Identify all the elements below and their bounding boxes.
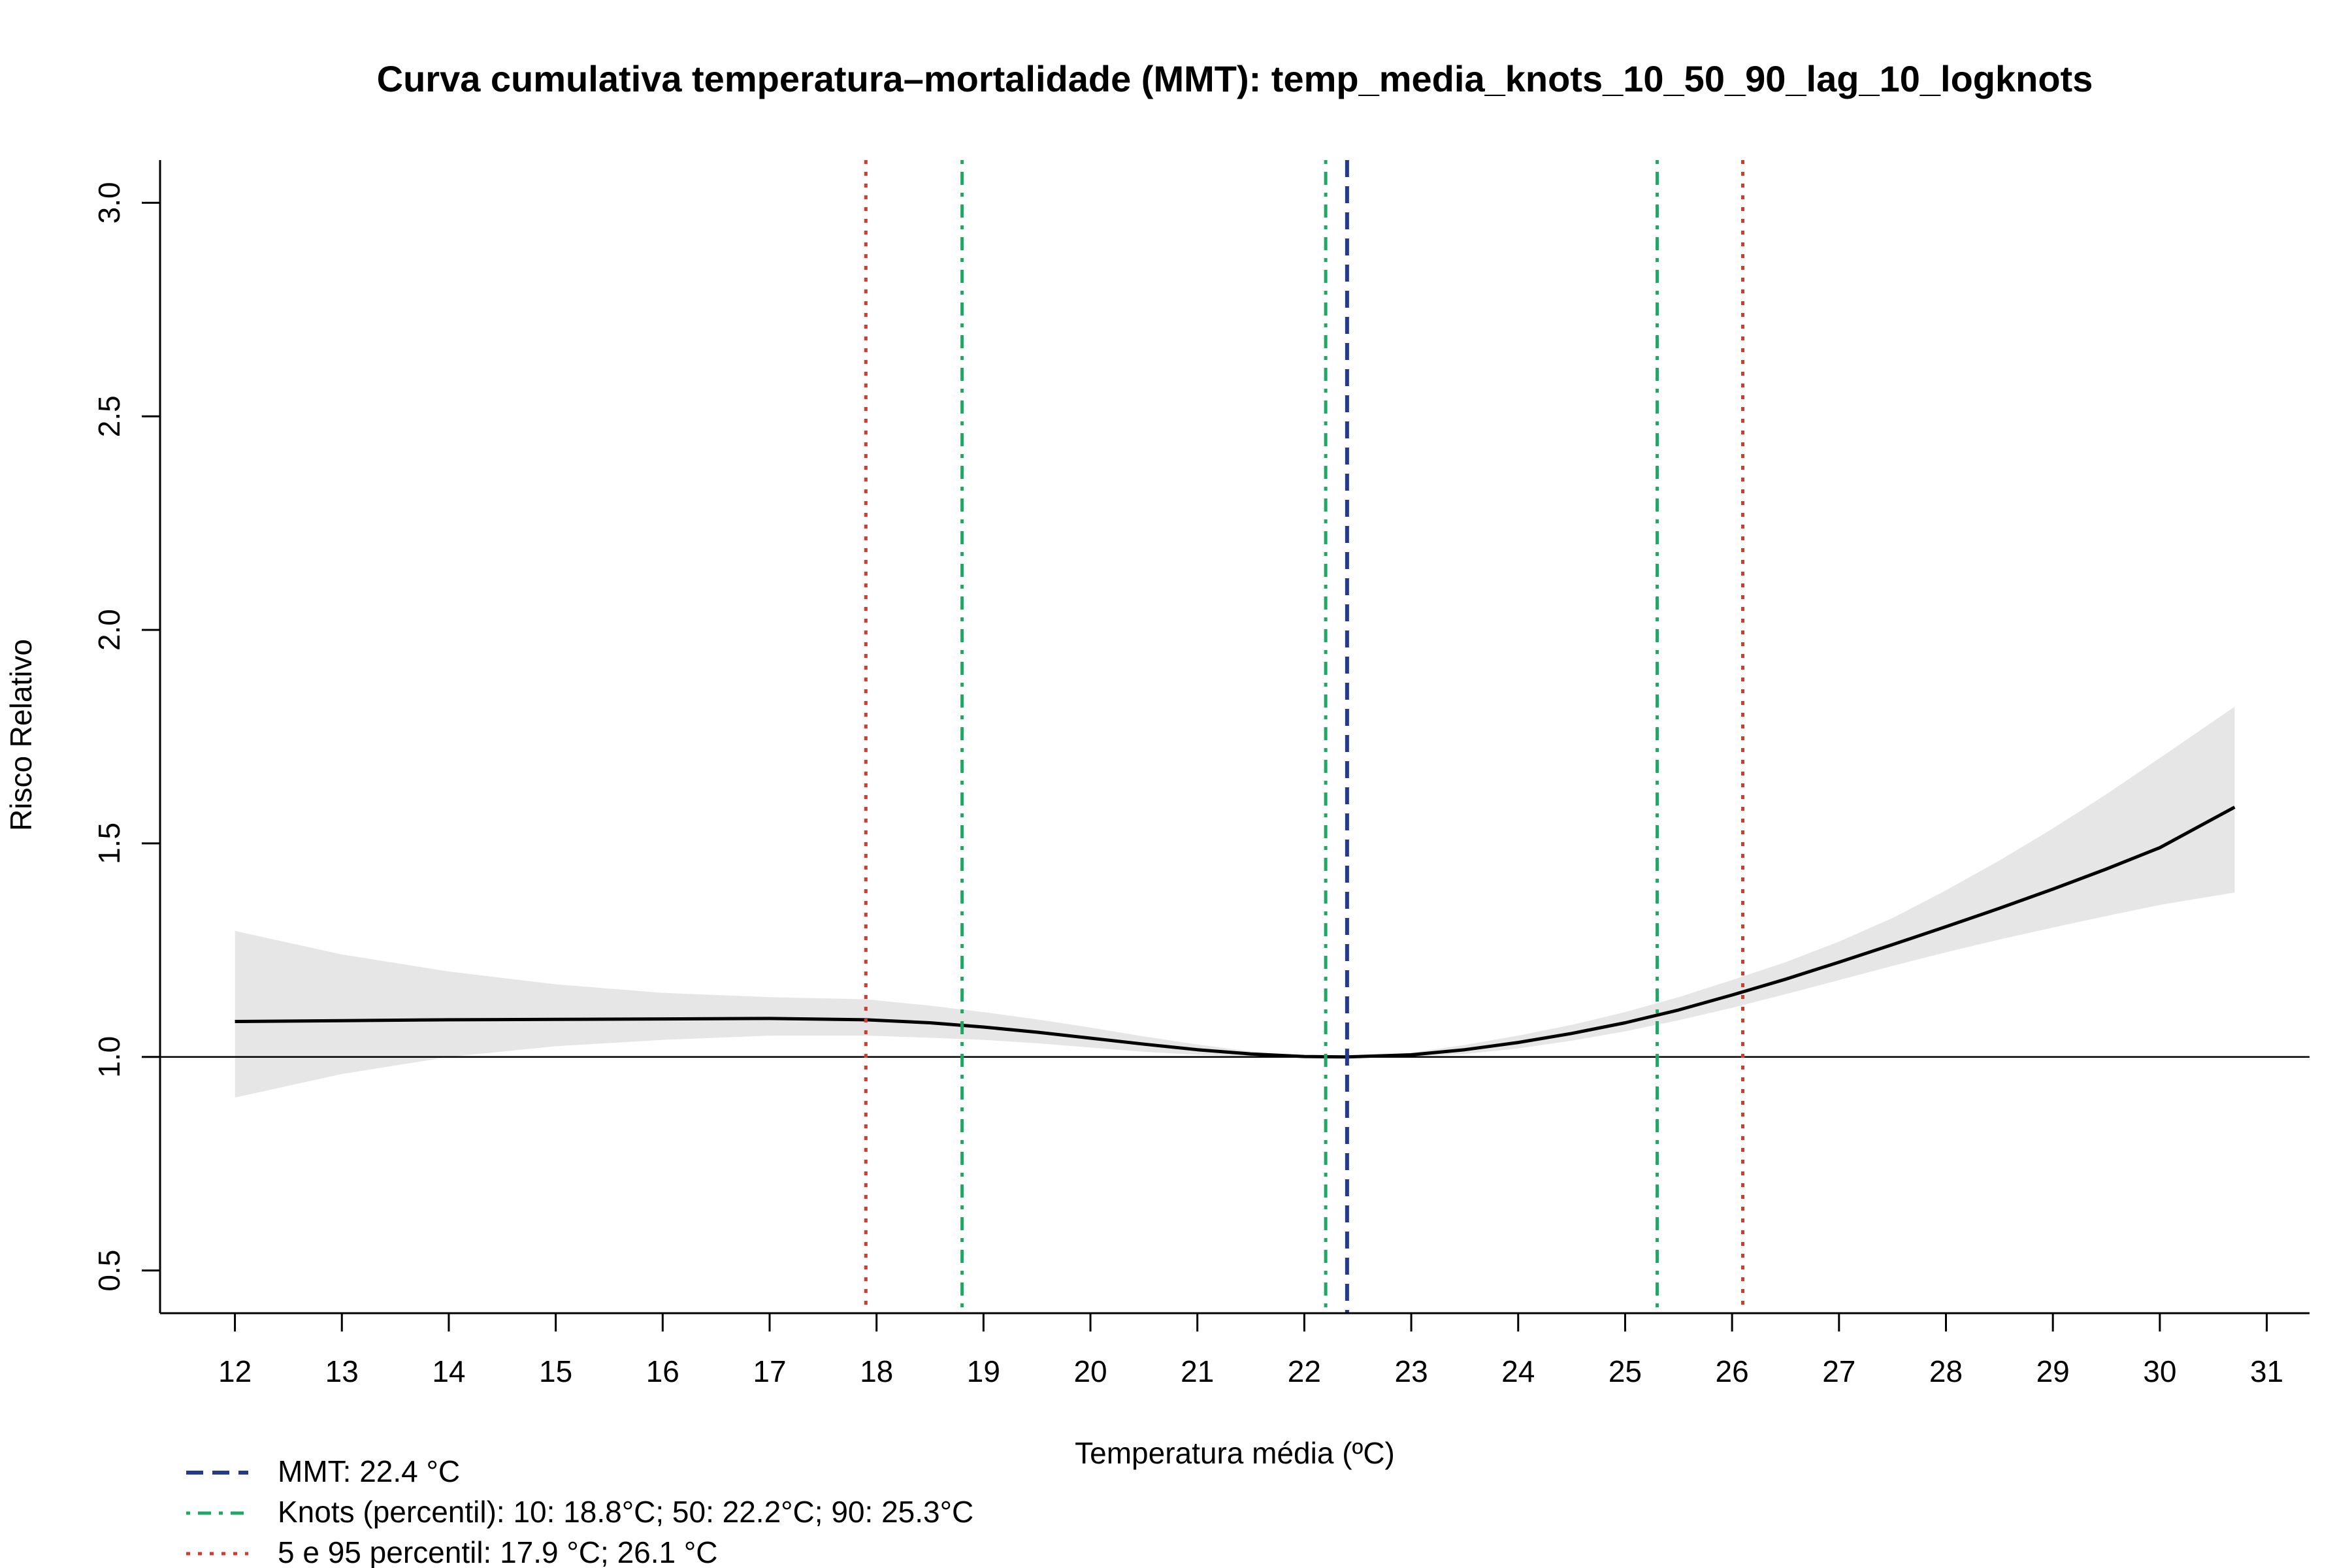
x-tick-label: 17 (753, 1354, 786, 1388)
x-tick-label: 12 (218, 1354, 252, 1388)
y-tick-label: 0.5 (92, 1250, 126, 1292)
x-tick-label: 13 (325, 1354, 359, 1388)
x-tick-label: 20 (1073, 1354, 1107, 1388)
x-tick-label: 24 (1501, 1354, 1535, 1388)
y-tick-label: 3.0 (92, 182, 126, 223)
plot-area (160, 160, 2310, 1313)
x-axis-label: Temperatura média (ºC) (1075, 1436, 1395, 1470)
axes: 12 13 14 15 16 17 18 19 20 21 22 23 24 25 26 27 28 29 30 31… (92, 160, 2310, 1388)
y-tick-label: 1.0 (92, 1036, 126, 1078)
y-axis-label: Risco Relativo (4, 639, 38, 831)
x-tick-label: 26 (1716, 1354, 1749, 1388)
chart-title: Curva cumulativa temperatura–mortalidade… (377, 58, 2093, 99)
x-tick-label: 18 (860, 1354, 893, 1388)
legend-entry-label: 5 e 95 percentil: 17.9 °C; 26.1 °C (278, 1535, 718, 1568)
x-tick-label: 23 (1394, 1354, 1428, 1388)
y-tick-label: 1.5 (92, 823, 126, 864)
x-tick-label: 29 (2036, 1354, 2070, 1388)
legend-entry-label: Knots (percentil): 10: 18.8°C; 50: 22.2°… (278, 1495, 973, 1529)
x-tick-label: 27 (1822, 1354, 1855, 1388)
series-line (235, 806, 2236, 1059)
x-tick-label: 25 (1609, 1354, 1642, 1388)
confidence-band (235, 706, 2235, 1098)
x-tick-label: 31 (2250, 1354, 2283, 1388)
x-tick-label: 16 (646, 1354, 679, 1388)
x-tick-label: 22 (1288, 1354, 1321, 1388)
legend-entry-label: MMT: 22.4 °C (278, 1454, 460, 1488)
x-tick-label: 28 (1929, 1354, 1963, 1388)
legend: MMT: 22.4 °C Knots (percentil): 10: 18.8°… (186, 1454, 973, 1568)
x-tick-label: 19 (967, 1354, 1000, 1388)
x-tick-label: 14 (432, 1354, 465, 1388)
y-tick-label: 2.0 (92, 609, 126, 651)
x-tick-label: 15 (539, 1354, 572, 1388)
y-tick-label: 2.5 (92, 395, 126, 437)
x-tick-label: 21 (1181, 1354, 1214, 1388)
x-tick-label: 30 (2143, 1354, 2176, 1388)
